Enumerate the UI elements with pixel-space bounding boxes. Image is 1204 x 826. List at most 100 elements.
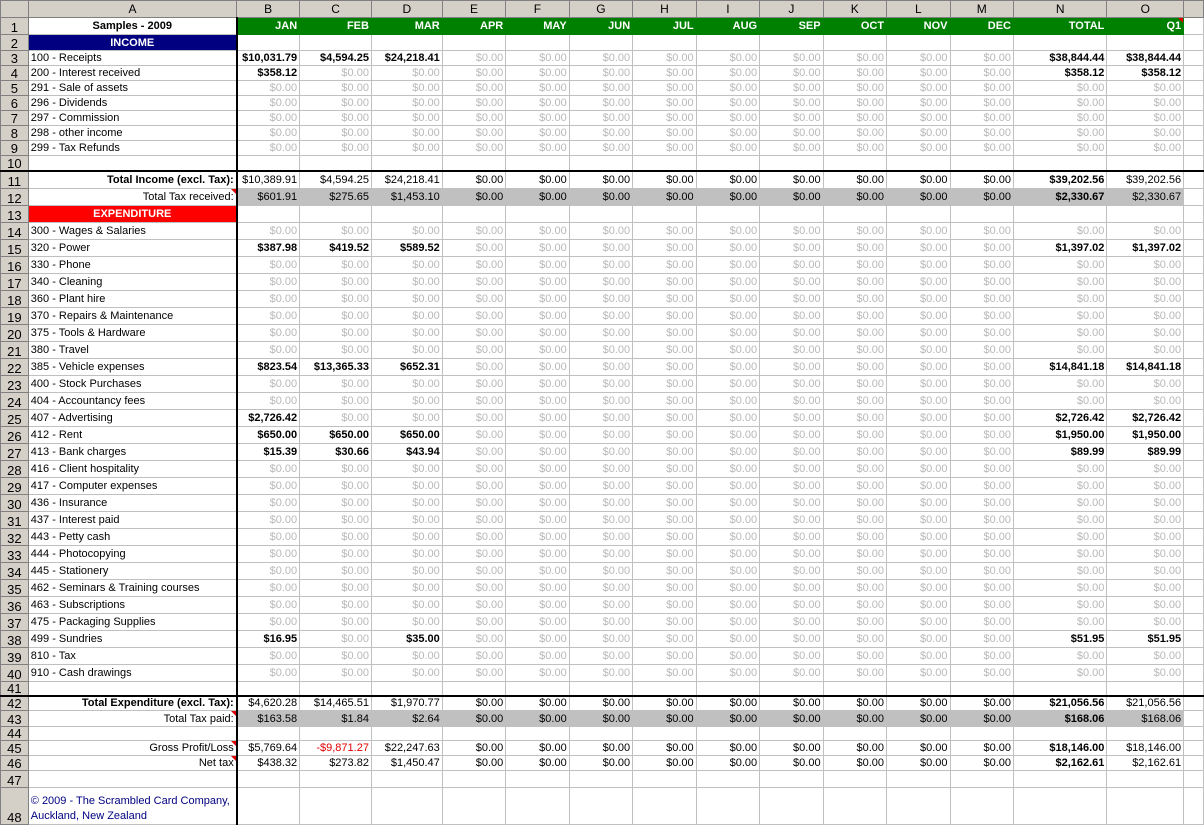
value-cell-h[interactable]: $0.00 (632, 630, 697, 648)
value-cell-k[interactable]: $0.00 (822, 494, 888, 512)
value-cell-e[interactable] (441, 726, 507, 741)
value-cell-e[interactable]: $0.00 (441, 545, 507, 563)
value-cell-g[interactable]: $0.00 (568, 392, 634, 410)
value-cell-j[interactable]: $0.00 (759, 740, 824, 756)
value-cell-l[interactable]: $0.00 (886, 222, 951, 240)
value-cell-j[interactable]: $0.00 (759, 80, 824, 96)
value-cell-d[interactable] (370, 726, 443, 741)
value-cell-e[interactable]: $0.00 (441, 613, 507, 631)
empty-cell[interactable] (1183, 630, 1204, 648)
value-cell-f[interactable]: $0.00 (505, 273, 570, 291)
value-cell-f[interactable]: $0.00 (505, 528, 570, 546)
empty-cell[interactable] (1183, 155, 1204, 171)
value-cell-o[interactable]: $0.00 (1106, 307, 1185, 325)
month-header-aug[interactable]: AUG (695, 17, 761, 35)
value-cell-i[interactable]: $0.00 (695, 562, 761, 580)
value-cell-c[interactable]: $0.00 (299, 290, 372, 308)
value-cell-j[interactable]: $0.00 (759, 545, 824, 563)
row-header[interactable]: 26 (0, 426, 29, 444)
value-cell-n[interactable]: $0.00 (1012, 324, 1108, 342)
value-cell-g[interactable]: $0.00 (568, 140, 634, 156)
value-cell-e[interactable]: $0.00 (441, 596, 507, 614)
row-header[interactable]: 41 (0, 681, 29, 696)
empty-cell[interactable] (1183, 710, 1204, 727)
value-cell-g[interactable] (568, 681, 634, 696)
value-cell-d[interactable]: $652.31 (370, 358, 443, 376)
value-cell-l[interactable]: $0.00 (886, 460, 951, 478)
row-label[interactable]: 380 - Travel (27, 341, 238, 359)
value-cell-h[interactable]: $0.00 (632, 307, 697, 325)
value-cell-e[interactable]: $0.00 (441, 110, 507, 126)
value-cell-o[interactable]: $2,726.42 (1106, 409, 1185, 427)
value-cell-d[interactable]: $0.00 (370, 528, 443, 546)
value-cell-e[interactable]: $0.00 (441, 239, 507, 257)
value-cell-d[interactable]: $0.00 (370, 494, 443, 512)
value-cell-k[interactable]: $0.00 (822, 65, 888, 81)
value-cell-f[interactable]: $0.00 (505, 630, 570, 648)
value-cell-g[interactable]: $0.00 (568, 375, 634, 393)
empty-cell[interactable] (1183, 596, 1204, 614)
value-cell-j[interactable]: $0.00 (759, 65, 824, 81)
value-cell-m[interactable]: $0.00 (949, 579, 1014, 597)
value-cell-m[interactable]: $0.00 (949, 562, 1014, 580)
value-cell-l[interactable]: $0.00 (886, 358, 951, 376)
value-cell-f[interactable]: $0.00 (505, 494, 570, 512)
value-cell-k[interactable] (822, 770, 888, 788)
value-cell-i[interactable] (695, 726, 761, 741)
value-cell-e[interactable]: $0.00 (441, 375, 507, 393)
value-cell-m[interactable]: $0.00 (949, 222, 1014, 240)
value-cell-f[interactable] (505, 770, 570, 788)
value-cell-g[interactable]: $0.00 (568, 443, 634, 461)
value-cell-l[interactable]: $0.00 (886, 740, 951, 756)
value-cell-c[interactable]: $0.00 (299, 596, 372, 614)
value-cell-e[interactable]: $0.00 (441, 426, 507, 444)
value-cell-j[interactable]: $0.00 (759, 409, 824, 427)
value-cell-d[interactable]: $0.00 (370, 545, 443, 563)
empty-cell[interactable] (1183, 647, 1204, 665)
value-cell-e[interactable] (441, 34, 507, 51)
row-label[interactable]: 404 - Accountancy fees (27, 392, 238, 410)
value-cell-n[interactable]: $0.00 (1012, 596, 1108, 614)
month-header-sep[interactable]: SEP (759, 17, 824, 35)
value-cell-g[interactable]: $0.00 (568, 222, 634, 240)
value-cell-c[interactable]: $4,594.25 (299, 50, 372, 66)
value-cell-e[interactable]: $0.00 (441, 710, 507, 727)
value-cell-k[interactable]: $0.00 (822, 511, 888, 529)
value-cell-b[interactable] (236, 770, 301, 788)
empty-cell[interactable] (1183, 188, 1204, 206)
value-cell-f[interactable]: $0.00 (505, 460, 570, 478)
row-header[interactable]: 22 (0, 358, 29, 376)
value-cell-k[interactable]: $0.00 (822, 290, 888, 308)
month-header-dec[interactable]: DEC (949, 17, 1014, 35)
value-cell-b[interactable]: $0.00 (236, 596, 301, 614)
value-cell-h[interactable]: $0.00 (632, 494, 697, 512)
value-cell-o[interactable]: $0.00 (1106, 596, 1185, 614)
value-cell-c[interactable]: $0.00 (299, 125, 372, 141)
value-cell-j[interactable]: $0.00 (759, 426, 824, 444)
value-cell-j[interactable]: $0.00 (759, 169, 824, 189)
value-cell-n[interactable]: $0.00 (1012, 341, 1108, 359)
value-cell-k[interactable] (822, 787, 888, 825)
value-cell-c[interactable]: $0.00 (299, 630, 372, 648)
value-cell-c[interactable]: $650.00 (299, 426, 372, 444)
value-cell-e[interactable]: $0.00 (441, 511, 507, 529)
row-label[interactable]: 463 - Subscriptions (27, 596, 238, 614)
value-cell-h[interactable]: $0.00 (632, 755, 697, 771)
value-cell-o[interactable] (1106, 34, 1185, 51)
row-label[interactable]: 291 - Sale of assets (27, 80, 238, 96)
value-cell-h[interactable]: $0.00 (632, 169, 697, 189)
value-cell-d[interactable]: $0.00 (370, 664, 443, 682)
row-label[interactable]: 475 - Packaging Supplies (27, 613, 238, 631)
value-cell-e[interactable]: $0.00 (441, 630, 507, 648)
value-cell-e[interactable]: $0.00 (441, 740, 507, 756)
value-cell-g[interactable]: $0.00 (568, 290, 634, 308)
value-cell-l[interactable]: $0.00 (886, 710, 951, 727)
value-cell-n[interactable]: $0.00 (1012, 140, 1108, 156)
value-cell-n[interactable]: $2,726.42 (1012, 409, 1108, 427)
row-label[interactable] (27, 770, 238, 788)
empty-cell[interactable] (1183, 50, 1204, 66)
value-cell-c[interactable] (299, 34, 372, 51)
value-cell-k[interactable] (822, 726, 888, 741)
sheet-title-cell[interactable]: Samples - 2009 (27, 17, 238, 35)
